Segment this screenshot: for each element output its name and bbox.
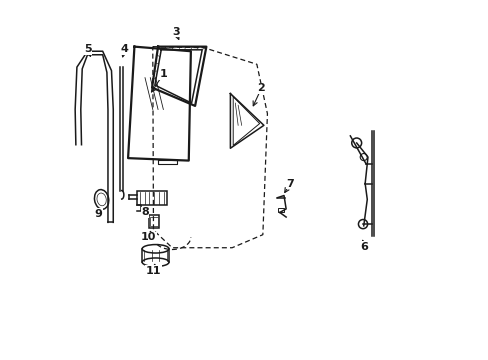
Bar — [137, 190, 166, 205]
Text: 8: 8 — [141, 207, 148, 217]
Ellipse shape — [142, 258, 169, 266]
Text: 4: 4 — [121, 45, 128, 54]
Text: 6: 6 — [360, 242, 367, 252]
Text: 2: 2 — [257, 83, 265, 93]
Text: 10: 10 — [141, 232, 156, 242]
Bar — [148, 215, 159, 228]
Text: 3: 3 — [172, 27, 179, 37]
Ellipse shape — [94, 190, 108, 209]
Ellipse shape — [97, 193, 106, 206]
Text: 7: 7 — [286, 179, 294, 189]
Ellipse shape — [142, 244, 169, 253]
Text: 1: 1 — [159, 69, 167, 79]
Text: 11: 11 — [145, 266, 161, 276]
Bar — [278, 207, 284, 212]
Text: 9: 9 — [94, 208, 102, 219]
Text: 5: 5 — [83, 45, 91, 54]
Bar — [150, 217, 158, 226]
